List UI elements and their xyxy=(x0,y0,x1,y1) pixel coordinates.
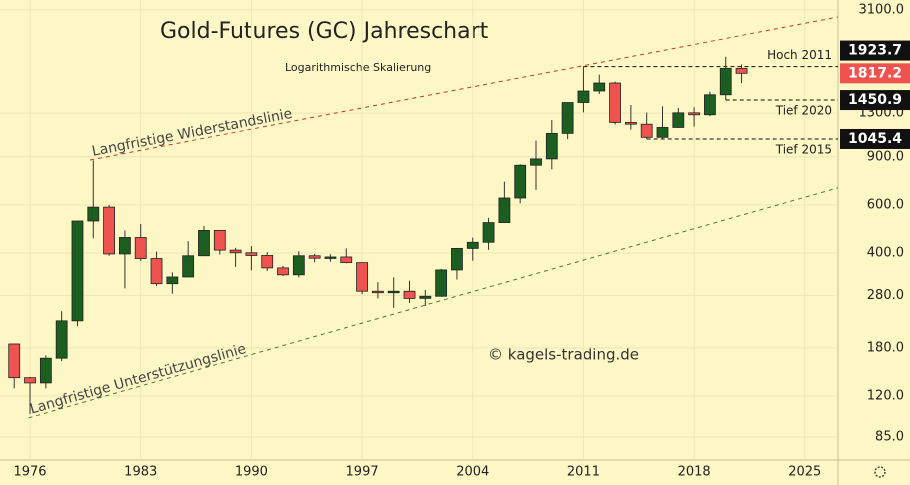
level-label: Hoch 2011 xyxy=(767,48,832,62)
x-tick-label: 1990 xyxy=(235,465,268,480)
price-box xyxy=(840,90,910,111)
candle-body xyxy=(561,102,574,134)
price-label: 1045.4 xyxy=(848,131,902,147)
candle-body xyxy=(435,269,448,297)
candle-body xyxy=(735,67,748,74)
candle-body xyxy=(656,127,669,138)
candle-body xyxy=(609,82,621,123)
y-tick-label: 600.0 xyxy=(867,197,904,212)
x-tick-label: 2011 xyxy=(567,465,600,480)
candle-body xyxy=(387,290,400,294)
price-label: 1450.9 xyxy=(848,92,902,108)
candle-body xyxy=(245,252,258,256)
candle-body xyxy=(371,290,384,294)
candle-body xyxy=(403,290,416,299)
candle-body xyxy=(482,222,495,243)
candle-body xyxy=(704,94,716,116)
candle-body xyxy=(55,320,68,359)
x-tick-label: 1976 xyxy=(13,465,46,480)
candle-body xyxy=(498,197,511,223)
candle-body xyxy=(24,377,36,384)
candle-body xyxy=(308,255,321,259)
candle-body xyxy=(292,255,305,276)
candle-body xyxy=(356,262,368,292)
x-tick-label: 2018 xyxy=(678,465,711,480)
watermark: © kagels-trading.de xyxy=(488,346,639,364)
level-label: Tief 2020 xyxy=(775,104,832,118)
candle-body xyxy=(134,237,147,259)
y-tick-label: 400.0 xyxy=(867,246,904,261)
candle-body xyxy=(213,230,226,251)
candle-body xyxy=(672,112,685,128)
candle-body xyxy=(466,241,479,249)
candle-body xyxy=(198,230,210,257)
y-tick-label: 900.0 xyxy=(867,149,904,164)
candle-body xyxy=(688,112,701,116)
candle-body xyxy=(277,267,289,276)
price-label: 1817.2 xyxy=(848,65,902,81)
candle-body xyxy=(150,258,163,285)
candle-body xyxy=(324,256,337,259)
candle-body xyxy=(514,164,527,199)
settings-icon[interactable] xyxy=(874,466,886,478)
candle-body xyxy=(182,255,195,278)
candle-body xyxy=(451,247,463,271)
candle-body xyxy=(340,256,353,264)
chart-subtitle: Logarithmische Skalierung xyxy=(285,61,431,74)
price-box xyxy=(840,63,910,84)
x-tick-label: 1983 xyxy=(124,465,157,480)
candle-body xyxy=(530,158,542,166)
candle-body xyxy=(261,255,274,269)
candle-body xyxy=(39,357,52,384)
candle-body xyxy=(593,82,606,92)
y-tick-label: 120.0 xyxy=(867,389,904,404)
candle-body xyxy=(719,67,732,96)
trendline xyxy=(90,16,839,161)
candle-body xyxy=(577,90,590,103)
trendline-label: Langfristige Widerstandslinie xyxy=(91,106,294,160)
y-tick-label: 85.0 xyxy=(875,429,904,444)
level-label: Tief 2015 xyxy=(775,142,832,156)
candle-body xyxy=(87,206,100,222)
candle-body xyxy=(166,276,179,285)
y-tick-label: 180.0 xyxy=(867,340,904,355)
price-label: 1923.7 xyxy=(848,43,902,59)
chart-title: Gold-Futures (GC) Jahreschart xyxy=(160,19,489,44)
candle-body xyxy=(624,122,637,125)
x-tick-label: 2025 xyxy=(788,465,821,480)
x-tick-label: 2004 xyxy=(456,465,489,480)
candle-body xyxy=(640,123,653,138)
candle-body xyxy=(545,132,558,160)
price-box xyxy=(840,128,910,149)
y-tick-label: 3100.0 xyxy=(859,2,905,17)
candle-body xyxy=(103,206,115,255)
candle-body xyxy=(8,343,21,379)
candle-body xyxy=(229,249,242,254)
candle-body xyxy=(119,237,131,255)
y-tick-label: 280.0 xyxy=(867,288,904,303)
x-tick-label: 1997 xyxy=(346,465,379,480)
candle-body xyxy=(419,295,432,299)
price-box xyxy=(840,40,910,61)
candle-body xyxy=(71,220,84,322)
